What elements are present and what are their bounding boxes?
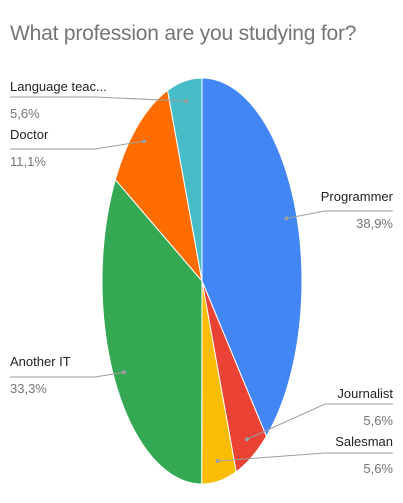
leader-dot-language-teac <box>184 99 189 104</box>
leader-line-salesman <box>217 452 393 462</box>
leader-line-doctor <box>10 140 145 150</box>
pie-slice-language-teac <box>167 77 203 282</box>
leader-line-journalist <box>246 403 393 440</box>
slice-label-journalist: Journalist <box>337 386 393 401</box>
slice-percent-another-it: 33,3% <box>10 381 47 396</box>
pie-slice-journalist <box>201 280 267 473</box>
slice-label-programmer: Programmer <box>321 189 394 204</box>
slice-percent-salesman: 5,6% <box>363 461 393 476</box>
slice-percent-journalist: 5,6% <box>363 413 393 428</box>
slice-percent-language-teac: 5,6% <box>10 106 40 121</box>
leader-dot-doctor <box>142 139 146 144</box>
leader-line-another-it <box>10 371 125 378</box>
slice-label-language-teac: Language teac... <box>10 79 107 94</box>
leader-dot-journalist <box>245 437 249 442</box>
leader-dot-programmer <box>284 216 289 221</box>
slice-percent-doctor: 11,1% <box>10 154 46 169</box>
leader-line-language-teac <box>10 96 187 102</box>
slice-label-salesman: Salesman <box>335 434 393 449</box>
slice-label-another-it: Another IT <box>10 354 71 369</box>
slice-label-doctor: Doctor <box>10 127 49 142</box>
chart-title: What profession are you studying for? <box>10 22 357 45</box>
pie-slice-salesman <box>201 280 237 485</box>
leader-dot-salesman <box>215 459 220 463</box>
pie-slice-another-it <box>101 178 203 485</box>
leader-dot-another-it <box>122 370 126 375</box>
pie-slice-doctor <box>114 89 203 283</box>
slice-percent-programmer: 38,9% <box>356 216 393 231</box>
pie-slice-programmer <box>201 77 303 438</box>
leader-line-programmer <box>286 210 393 219</box>
